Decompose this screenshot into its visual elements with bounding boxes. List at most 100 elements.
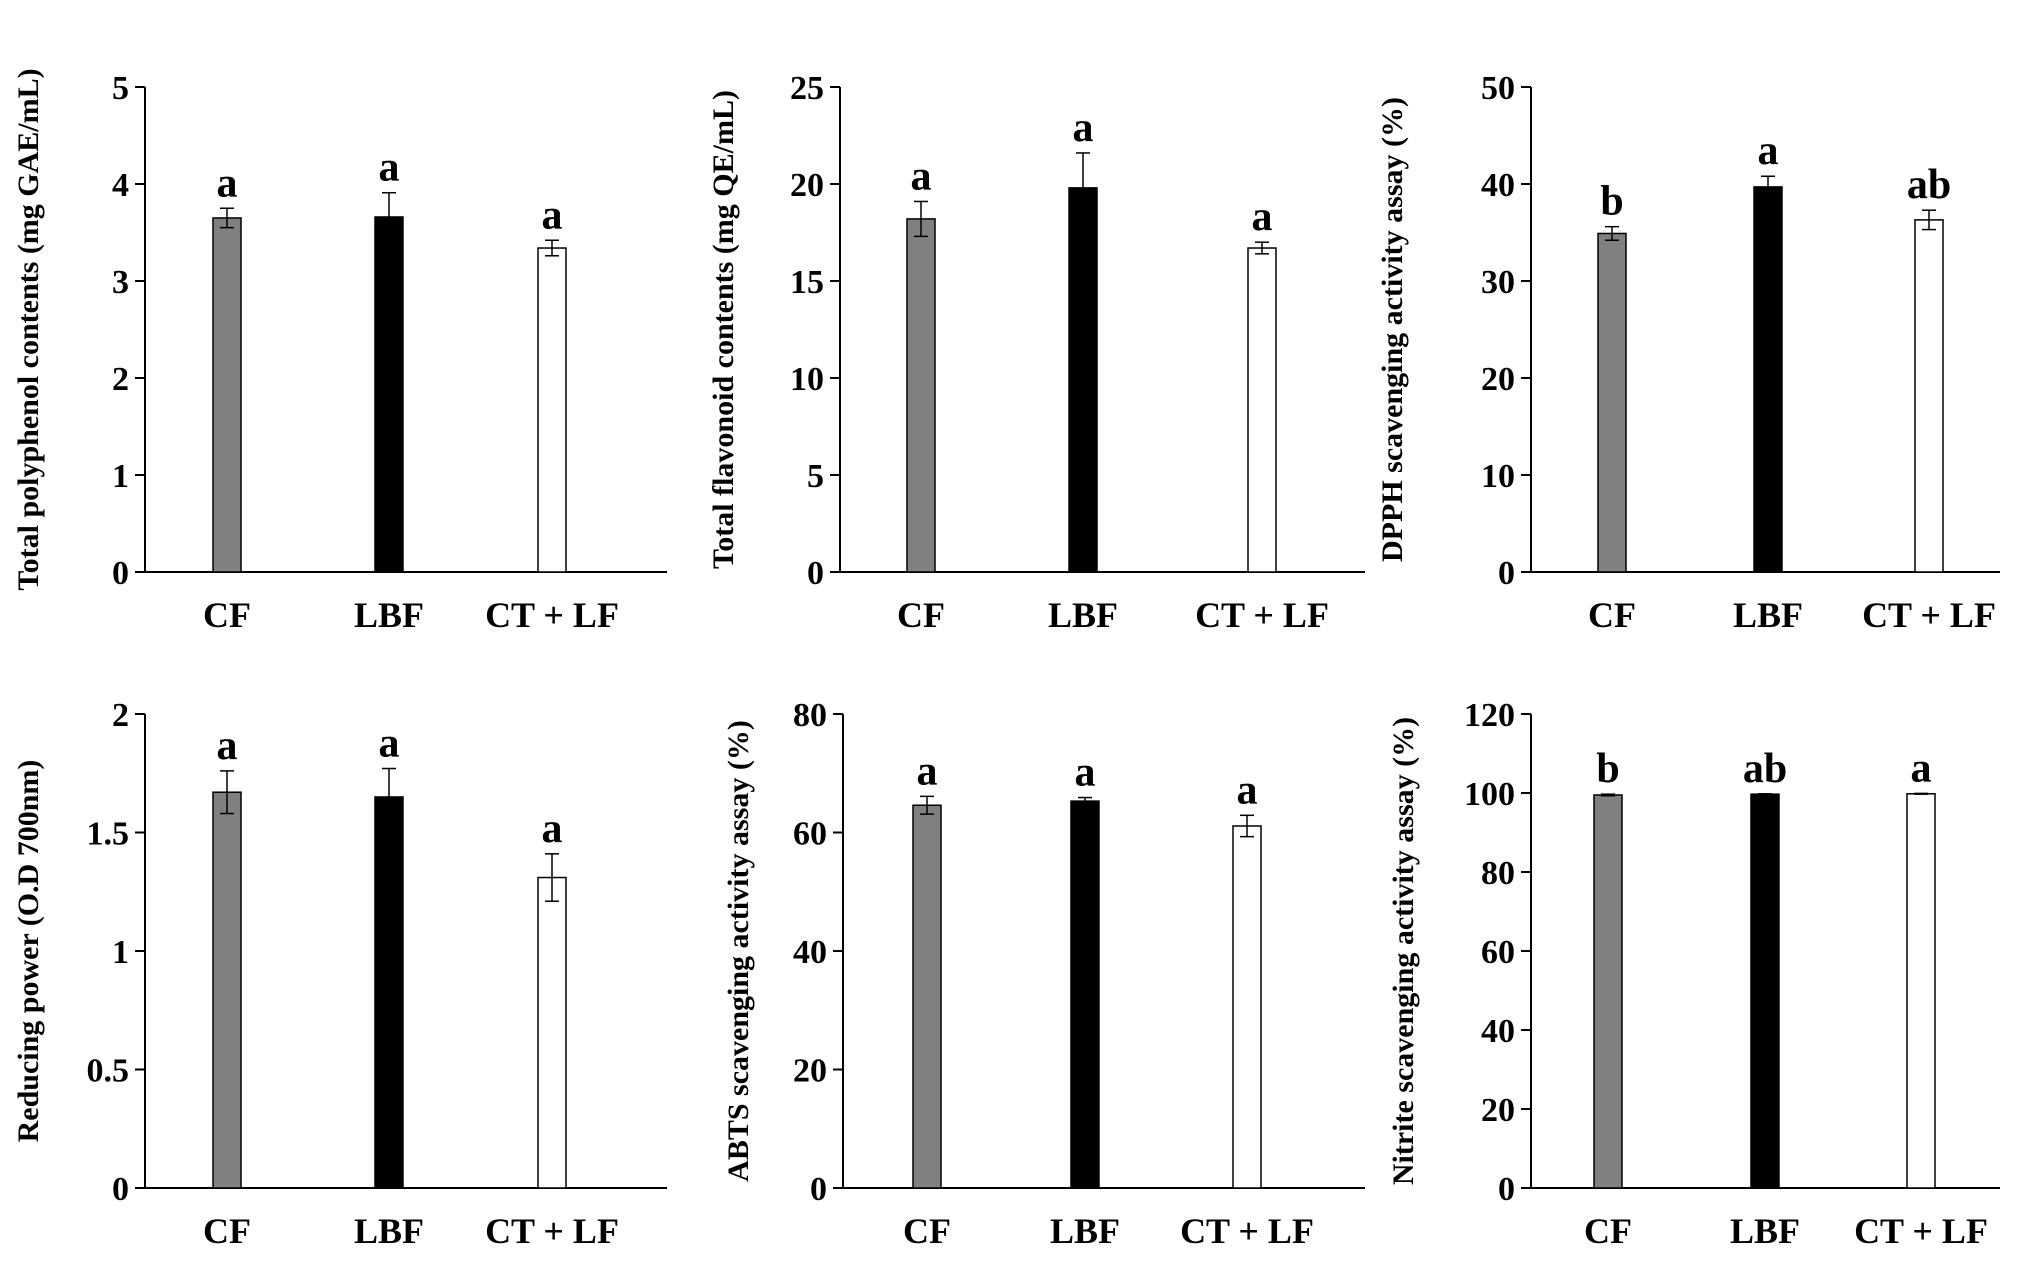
y-tick-label: 2 — [112, 361, 129, 398]
x-category-label: LBF — [1733, 595, 1803, 635]
bar-cf — [1593, 794, 1623, 1189]
x-category-label: CT + LF — [1862, 595, 1996, 635]
y-tick-label: 0 — [1498, 555, 1515, 592]
x-category-label: CT + LF — [1180, 1211, 1314, 1251]
bar-ctlf — [537, 876, 567, 1189]
y-axis-title: DPPH scavenging activity assay (%) — [1376, 97, 1409, 562]
chart-panel-1: 0 1 2 3 4 5 Total polyphenol contents (mg GAE/… — [12, 68, 667, 635]
y-tick-label: 20 — [1481, 361, 1515, 398]
y-tick-label: 1 — [112, 458, 129, 495]
chart-panel-3: 0 10 20 30 40 50 DPPH scavenging activity assa… — [1376, 70, 2000, 635]
bar-ctlf — [1906, 793, 1936, 1189]
chart-panel-6: 0 20 40 60 80 100 120 Nitrite scavenging activi… — [1387, 697, 2000, 1251]
x-category-label: CF — [203, 1211, 251, 1251]
x-category-label: CF — [903, 1211, 951, 1251]
y-tick-label: 4 — [112, 167, 129, 204]
y-axis-title: Reducing power (O.D 700nm) — [12, 760, 45, 1143]
y-tick-label: 0.5 — [87, 1053, 130, 1090]
x-category-label: CT + LF — [485, 595, 619, 635]
x-category-label: CT + LF — [1195, 595, 1329, 635]
y-tick-label: 100 — [1464, 776, 1515, 813]
chart-panel-5: 0 20 40 60 80 ABTS scavenging activity assay … — [722, 697, 1365, 1251]
significance-label: a — [1758, 128, 1779, 174]
y-tick-label: 15 — [790, 264, 824, 301]
bar-ctlf — [1247, 247, 1277, 573]
y-axis-title: Nitrite scavenging activity assay (%) — [1387, 717, 1420, 1185]
significance-label: a — [542, 806, 563, 852]
bar-cf — [912, 804, 942, 1189]
bar-cf — [906, 218, 936, 573]
y-tick-label: 0 — [810, 1171, 827, 1208]
bar-cf — [1597, 232, 1627, 573]
x-category-label: LBF — [1050, 1211, 1120, 1251]
y-tick-label: 1 — [112, 934, 129, 971]
x-category-label: CF — [1588, 595, 1636, 635]
x-category-label: LBF — [1730, 1211, 1800, 1251]
x-category-label: LBF — [354, 1211, 424, 1251]
bar-lbf — [1753, 186, 1783, 573]
y-tick-label: 20 — [1481, 1092, 1515, 1129]
y-tick-label: 10 — [1481, 458, 1515, 495]
significance-label: a — [379, 145, 400, 191]
y-tick-label: 120 — [1464, 697, 1515, 734]
y-tick-label: 40 — [1481, 167, 1515, 204]
y-tick-label: 50 — [1481, 70, 1515, 107]
significance-label: ab — [1907, 162, 1951, 208]
y-tick-label: 60 — [793, 816, 827, 853]
bar-lbf — [1070, 800, 1100, 1189]
y-tick-label: 30 — [1481, 264, 1515, 301]
x-category-label: CF — [897, 595, 945, 635]
significance-label: a — [542, 192, 563, 238]
bar-lbf — [1750, 793, 1780, 1189]
chart-panel-2: 0 5 10 15 20 25 Total flavonoid contents (mg Q… — [707, 70, 1365, 635]
y-tick-label: 40 — [793, 934, 827, 971]
bar-lbf — [374, 216, 404, 573]
y-tick-label: 10 — [790, 361, 824, 398]
y-tick-label: 0 — [1498, 1171, 1515, 1208]
chart-panel-4: 0 0.5 1 1.5 2 Reducing power (O.D 700nm) a CF a L… — [12, 697, 667, 1251]
y-tick-label: 3 — [112, 264, 129, 301]
significance-label: a — [1237, 767, 1258, 813]
x-category-label: CT + LF — [485, 1211, 619, 1251]
bar-lbf — [374, 796, 404, 1189]
y-tick-label: 80 — [793, 697, 827, 734]
y-tick-label: 5 — [807, 458, 824, 495]
y-tick-label: 80 — [1481, 855, 1515, 892]
significance-label: a — [1911, 745, 1932, 791]
y-tick-label: 20 — [790, 167, 824, 204]
y-tick-label: 60 — [1481, 934, 1515, 971]
significance-label: a — [1252, 194, 1273, 240]
significance-label: b — [1600, 179, 1623, 225]
y-tick-label: 5 — [112, 70, 129, 107]
x-category-label: CF — [203, 595, 251, 635]
y-tick-label: 1.5 — [87, 816, 130, 853]
significance-label: b — [1596, 746, 1619, 792]
x-category-label: CF — [1584, 1211, 1632, 1251]
significance-label: a — [379, 721, 400, 767]
x-category-label: LBF — [354, 595, 424, 635]
significance-label: a — [1073, 105, 1094, 151]
y-axis-title: ABTS scavenging activity assay (%) — [722, 720, 755, 1182]
bar-ctlf — [1914, 219, 1944, 573]
y-tick-label: 0 — [112, 555, 129, 592]
significance-label: a — [1075, 750, 1096, 796]
x-category-label: CT + LF — [1854, 1211, 1988, 1251]
y-tick-label: 2 — [112, 697, 129, 734]
significance-label: ab — [1743, 746, 1787, 792]
bar-cf — [212, 217, 242, 573]
significance-label: a — [217, 160, 238, 206]
x-category-label: LBF — [1048, 595, 1118, 635]
y-tick-label: 25 — [790, 70, 824, 107]
y-tick-label: 0 — [807, 555, 824, 592]
bar-cf — [212, 791, 242, 1189]
y-tick-label: 0 — [112, 1171, 129, 1208]
y-tick-label: 20 — [793, 1053, 827, 1090]
significance-label: a — [917, 748, 938, 794]
y-axis-title: Total flavonoid contents (mg QE/mL) — [707, 90, 740, 569]
bar-ctlf — [1232, 825, 1262, 1189]
significance-label: a — [911, 153, 932, 199]
bar-ctlf — [537, 247, 567, 573]
y-axis-title: Total polyphenol contents (mg GAE/mL) — [12, 68, 45, 590]
bar-lbf — [1068, 187, 1098, 573]
